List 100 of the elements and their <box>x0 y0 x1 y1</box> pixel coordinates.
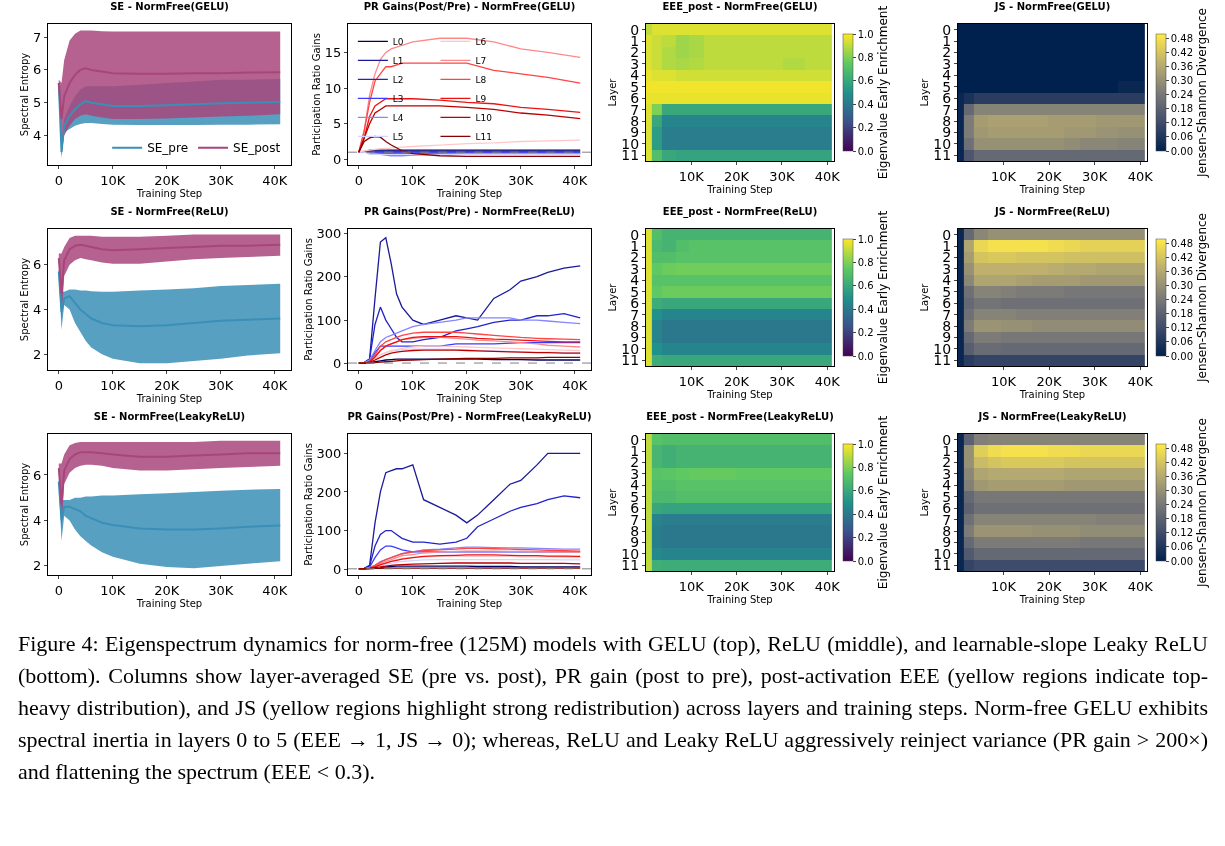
x-tick-label: 40K <box>562 582 588 598</box>
x-tick-label: 30K <box>769 578 795 594</box>
color-bar-label: 0.48 <box>1170 33 1194 45</box>
x-tick-label: 20K <box>154 377 180 393</box>
x-tick-label: 10K <box>100 582 126 598</box>
color-bar-label: 0.18 <box>1170 308 1194 320</box>
color-bar-title: Jensen-Shannon Divergence <box>1195 417 1210 589</box>
x-tick-label: 10K <box>100 377 126 393</box>
x-tick-label: 40K <box>562 377 588 393</box>
x-tick-label: 40K <box>1127 578 1154 594</box>
y-tick-label: 4 <box>33 512 42 528</box>
color-bar-label: 0.42 <box>1170 47 1194 59</box>
x-tick-label: 30K <box>769 373 795 389</box>
color-bar-label: 0.6 <box>857 280 874 292</box>
y-tick-label: 4 <box>33 302 42 318</box>
color-bar-label: 0.06 <box>1170 131 1194 143</box>
color-bar-label: 0.24 <box>1170 89 1194 101</box>
y-axis-title: Layer <box>607 282 619 312</box>
chart-title: PR Gains(Post/Pre) - NormFree(LeakyReLU) <box>347 411 592 423</box>
x-tick-label: 20K <box>154 172 180 188</box>
color-bar-label: 0.24 <box>1170 499 1194 511</box>
color-bar-label: 0.06 <box>1170 336 1194 348</box>
x-tick-label: 30K <box>769 168 795 184</box>
x-tick-label: 10K <box>678 578 705 594</box>
y-tick-label: 0 <box>333 356 342 372</box>
y-tick-label: 7 <box>33 29 42 45</box>
x-tick-label: 0 <box>54 582 63 598</box>
y-axis-title: Participation Ratio Gains <box>310 33 322 156</box>
x-tick-label: 20K <box>724 578 750 594</box>
y-tick-label: 6 <box>33 467 42 483</box>
color-bar-label: 1.0 <box>857 233 874 245</box>
color-bar-title: Eigenvalue Early Enrichment <box>875 415 890 590</box>
y-tick-label: 15 <box>324 45 342 61</box>
legend-label: L0 <box>392 36 404 47</box>
x-axis-title: Training Step <box>706 183 773 195</box>
y-axis-title: Spectral Entropy <box>19 52 31 137</box>
legend-label: L1 <box>392 55 404 66</box>
color-bar-label: 0.36 <box>1170 61 1194 73</box>
x-tick-label: 40K <box>814 373 841 389</box>
y-tick-label: 0 <box>333 561 342 577</box>
x-tick-label: 40K <box>814 168 841 184</box>
legend-label: L4 <box>392 112 404 123</box>
x-tick-label: 40K <box>262 582 288 598</box>
x-tick-label: 30K <box>208 582 234 598</box>
x-tick-label: 0 <box>354 582 363 598</box>
x-tick-label: 20K <box>724 373 750 389</box>
x-tick-label: 40K <box>262 377 288 393</box>
chart-title: JS - NormFree(ReLU) <box>993 206 1111 218</box>
x-axis-title: Training Step <box>1018 593 1086 605</box>
color-bar-label: 0.2 <box>857 122 874 134</box>
x-tick-label: 30K <box>1082 168 1108 184</box>
y-tick-label: 300 <box>316 225 342 241</box>
color-bar-title: Jensen-Shannon Divergence <box>1195 7 1210 179</box>
x-tick-label: 20K <box>454 377 480 393</box>
color-bar-label: 0.00 <box>1170 145 1194 157</box>
chart-title: JS - NormFree(GELU) <box>993 1 1111 13</box>
color-bar-label: 0.48 <box>1170 238 1194 250</box>
x-tick-label: 20K <box>454 172 480 188</box>
y-axis-title: Spectral Entropy <box>19 462 31 547</box>
color-bar-label: 1.0 <box>857 438 874 450</box>
y-tick-label: 100 <box>316 312 342 328</box>
x-axis-title: Training Step <box>1018 183 1086 195</box>
legend-label: SE_post <box>233 141 281 156</box>
x-tick-label: 10K <box>678 373 705 389</box>
x-tick-label: 20K <box>1036 578 1063 594</box>
chart-title: SE - NormFree(GELU) <box>110 1 229 13</box>
x-tick-label: 20K <box>154 582 180 598</box>
color-bar-label: 0.8 <box>857 461 874 473</box>
x-axis-title: Training Step <box>435 392 503 404</box>
x-tick-label: 40K <box>814 578 841 594</box>
color-bar-label: 0.06 <box>1170 541 1194 553</box>
x-tick-label: 0 <box>354 377 363 393</box>
color-bar-label: 0.18 <box>1170 513 1194 525</box>
x-tick-label: 10K <box>400 172 426 188</box>
y-axis-title: Participation Ratio Gains <box>302 443 314 566</box>
y-tick-label: 200 <box>316 269 342 285</box>
color-bar-label: 0.2 <box>857 327 874 339</box>
legend-label: L11 <box>475 131 492 142</box>
color-bar-label: 0.0 <box>857 555 874 567</box>
x-axis-title: Training Step <box>706 593 773 605</box>
x-tick-label: 30K <box>1082 373 1108 389</box>
chart-title: PR Gains(Post/Pre) - NormFree(GELU) <box>363 1 576 13</box>
color-bar-label: 0.30 <box>1170 485 1194 497</box>
x-tick-label: 10K <box>991 578 1017 594</box>
y-tick-label: 300 <box>316 445 342 461</box>
x-axis-title: Training Step <box>435 187 503 199</box>
color-bar-label: 0.4 <box>857 98 874 110</box>
color-bar-label: 0.4 <box>857 303 874 315</box>
color-bar-label: 0.8 <box>857 51 874 63</box>
x-axis-title: Training Step <box>1018 388 1086 400</box>
y-axis-title: Layer <box>919 77 931 107</box>
y-tick-label: 200 <box>316 484 342 500</box>
chart-title: SE - NormFree(ReLU) <box>110 206 229 218</box>
color-bar-label: 0.48 <box>1170 443 1194 455</box>
legend-label: L8 <box>475 74 487 85</box>
color-bar-label: 1.0 <box>857 28 874 40</box>
x-tick-label: 10K <box>100 172 126 188</box>
y-tick-label: 2 <box>33 346 42 362</box>
x-tick-label: 20K <box>1036 168 1063 184</box>
color-bar-label: 0.8 <box>857 256 874 268</box>
